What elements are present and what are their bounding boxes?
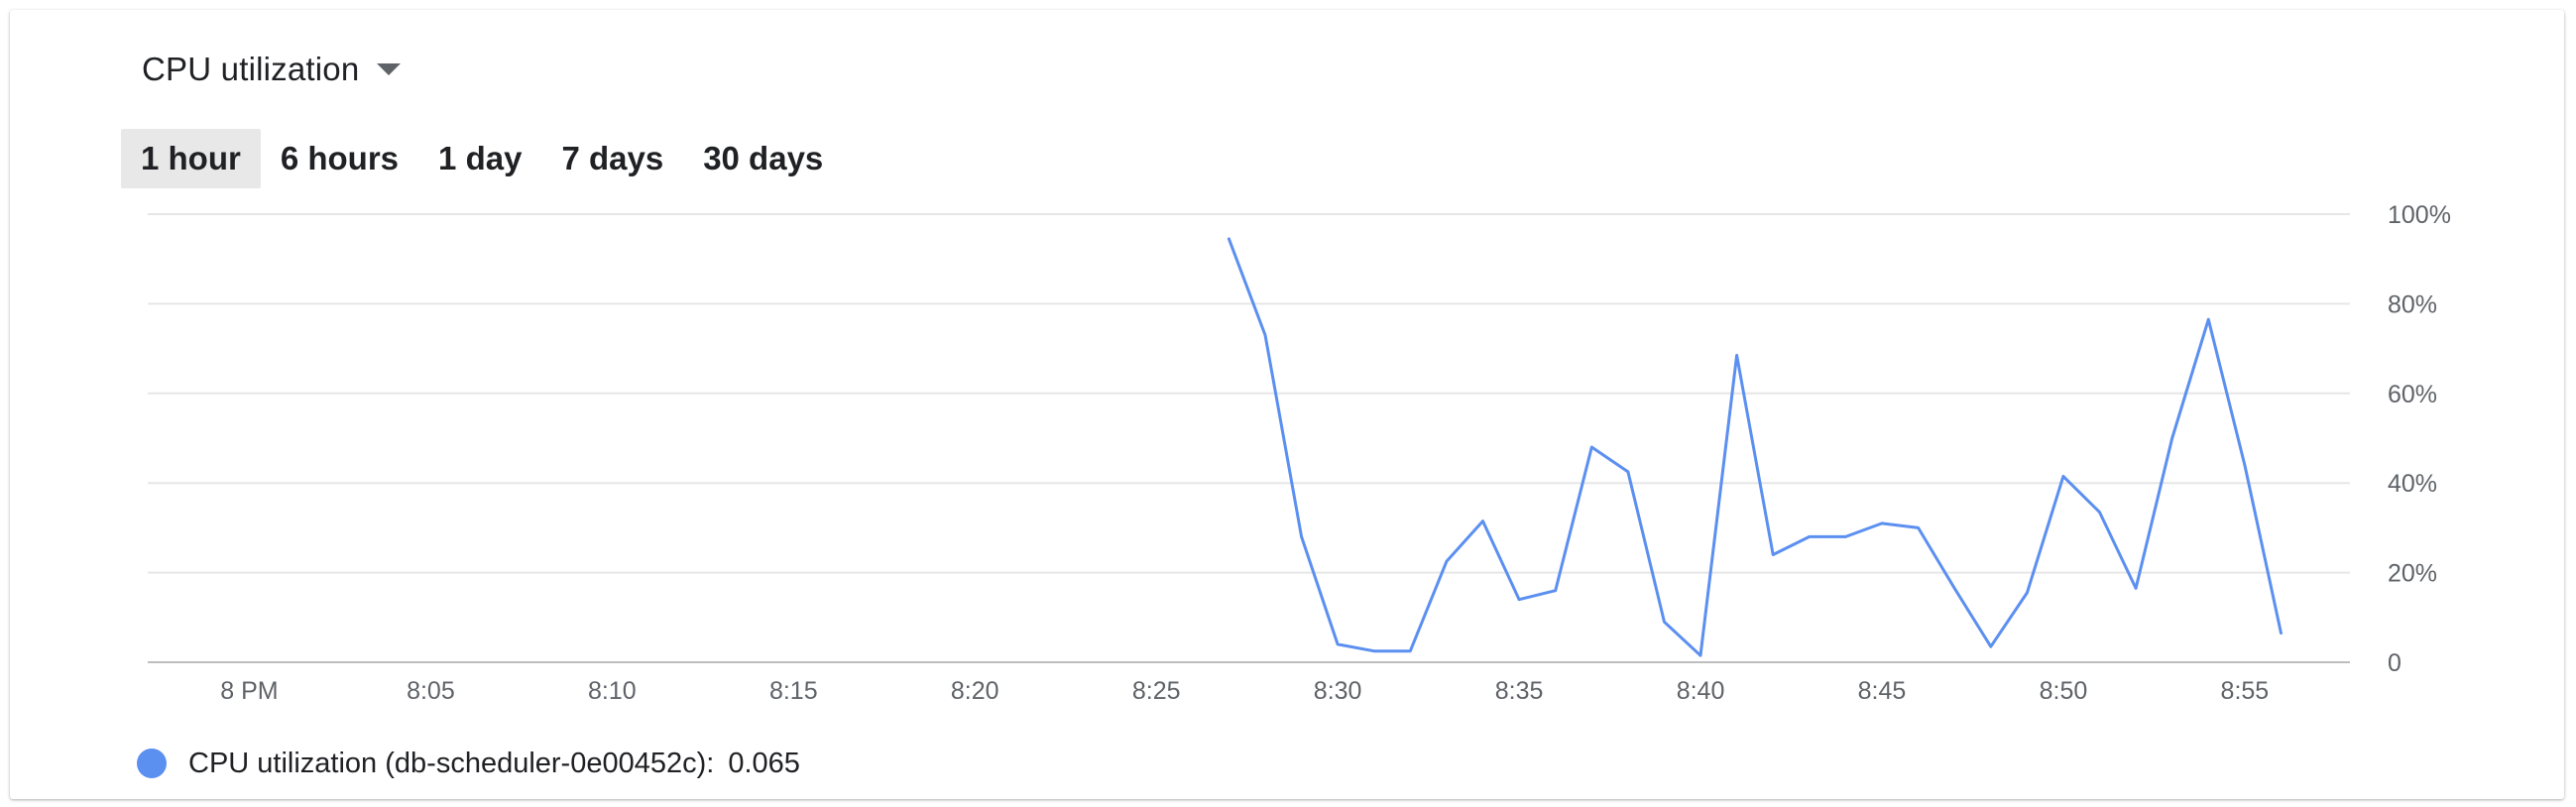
x-tick-label: 8:50 — [2040, 677, 2088, 705]
range-tab-6-hours[interactable]: 6 hours — [280, 140, 400, 176]
range-tab-30-days[interactable]: 30 days — [703, 140, 824, 176]
y-tick-label: 20% — [2388, 560, 2437, 588]
grid-lines — [148, 213, 2350, 574]
y-tick-label: 0 — [2388, 649, 2401, 677]
y-tick-label: 60% — [2388, 381, 2437, 408]
x-tick-label: 8:55 — [2221, 677, 2270, 705]
time-range-tabs: 1 hour 6 hours 1 day 7 days 30 days — [121, 129, 843, 188]
cpu-utilization-line-chart: 8 PM 8:05 8:10 8:15 8:20 8:25 8:30 8:35 8:40 8:45… — [148, 201, 2451, 705]
series-layer — [1227, 237, 2283, 657]
metric-dropdown[interactable]: CPU utilization — [142, 44, 402, 95]
legend-series-dot — [137, 749, 167, 778]
x-tick-label: 8:10 — [588, 677, 637, 705]
x-tick-labels: 8 PM 8:05 8:10 8:15 8:20 8:25 8:30 8:35 8:40 8:45… — [220, 677, 2269, 705]
x-tick-label: 8:45 — [1858, 677, 1907, 705]
x-tick-label: 8:25 — [1132, 677, 1181, 705]
x-tick-label: 8:40 — [1677, 677, 1725, 705]
legend: CPU utilization (db-scheduler-0e00452c):… — [137, 744, 800, 783]
x-tick-label: 8:15 — [769, 677, 818, 705]
chart-card: CPU utilization 1 hour 6 hours 1 day 7 d… — [10, 10, 2564, 799]
legend-series-value: 0.065 — [728, 747, 800, 779]
range-tab-1-day[interactable]: 1 day — [438, 140, 523, 176]
series-line-cpu-utilization — [1227, 237, 2283, 657]
x-tick-label: 8:30 — [1314, 677, 1362, 705]
x-tick-label: 8:35 — [1495, 677, 1544, 705]
y-tick-label: 80% — [2388, 290, 2437, 318]
range-tab-1-hour[interactable]: 1 hour — [121, 129, 261, 188]
x-tick-label: 8:05 — [407, 677, 455, 705]
y-tick-labels: 0 20% 40% 60% 80% 100% — [2388, 201, 2451, 677]
y-tick-label: 40% — [2388, 470, 2437, 498]
x-tick-label: 8:20 — [951, 677, 999, 705]
range-tab-7-days[interactable]: 7 days — [561, 140, 664, 176]
metric-dropdown-label: CPU utilization — [142, 51, 360, 87]
x-tick-label: 8 PM — [220, 677, 278, 705]
y-tick-label: 100% — [2388, 201, 2451, 229]
caret-down-icon — [377, 63, 402, 75]
legend-series-label: CPU utilization (db-scheduler-0e00452c): — [188, 747, 715, 779]
